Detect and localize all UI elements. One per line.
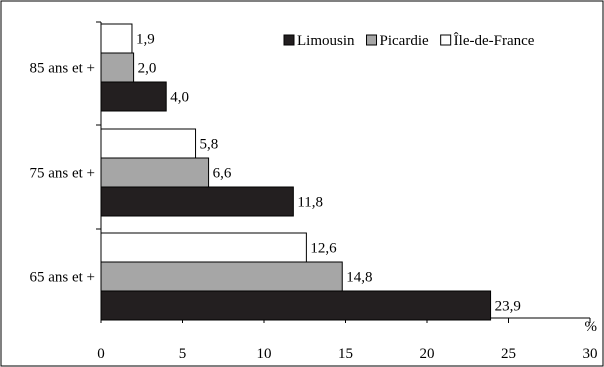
bar-ile-de-france (100, 128, 197, 159)
data-label: 12,6 (310, 241, 337, 257)
x-tick-label: 5 (179, 346, 187, 362)
x-tick-label: 25 (501, 346, 516, 362)
data-label: 1,9 (136, 32, 155, 48)
data-label: 5,8 (200, 137, 219, 153)
legend-swatch-ile-de-france (440, 34, 452, 46)
data-label: 4,0 (170, 90, 189, 106)
legend-swatch-limousin (283, 34, 295, 46)
data-label: 2,0 (138, 61, 157, 77)
data-label: 11,8 (297, 195, 323, 211)
data-label: 6,6 (213, 166, 232, 182)
data-label: 14,8 (346, 270, 372, 286)
bar-limousin (100, 81, 167, 112)
legend-label-ile-de-france: Île-de-France (454, 32, 535, 49)
category-label: 75 ans et + (29, 166, 95, 182)
x-tick-label: 10 (257, 346, 272, 362)
bar-picardie (100, 157, 210, 188)
bar-picardie (100, 261, 343, 292)
x-tick-label: 20 (420, 346, 435, 362)
data-label: 23,9 (495, 299, 521, 315)
legend-label-picardie: Picardie (380, 33, 429, 49)
bar-ile-de-france (100, 232, 307, 263)
x-tick-label: 30 (583, 346, 598, 362)
legend: Limousin Picardie Île-de-France (283, 32, 535, 49)
legend-swatch-picardie (366, 34, 378, 46)
legend-label-limousin: Limousin (297, 33, 355, 49)
category-label: 85 ans et + (29, 61, 95, 77)
x-tick-label: 0 (97, 346, 105, 362)
bar-ile-de-france (100, 23, 133, 54)
bar-limousin (100, 290, 492, 321)
bar-limousin (100, 186, 294, 217)
x-axis-unit: % (585, 319, 598, 335)
plot-area: 0 5 10 15 20 25 30% 85 ans et + 1,9 2,0 4,0 75 ans … (29, 21, 598, 362)
category-label: 65 ans et + (29, 270, 95, 286)
bar-picardie (100, 52, 135, 83)
x-tick-label: 15 (338, 346, 353, 362)
